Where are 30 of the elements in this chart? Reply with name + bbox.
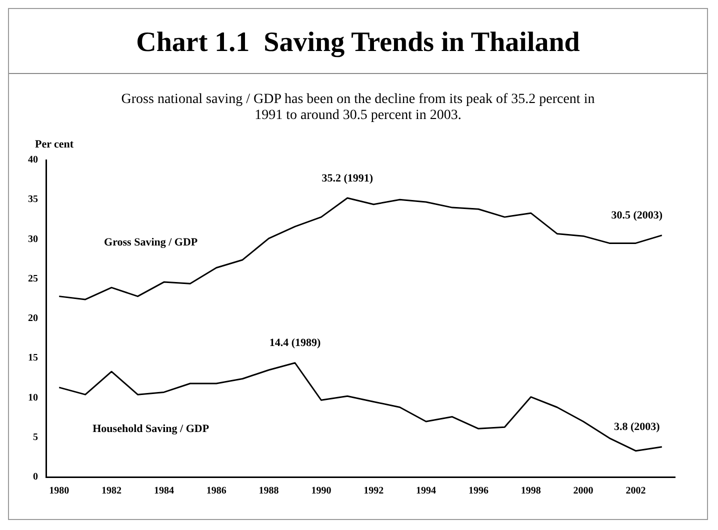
x-tick-label: 1994 bbox=[416, 486, 436, 497]
x-tick-label: 1986 bbox=[206, 486, 226, 497]
x-tick-label: 1990 bbox=[311, 486, 332, 497]
text: Household Saving / GDP bbox=[92, 422, 210, 435]
x-tick-label: 1998 bbox=[520, 486, 541, 497]
x-tick-label: 1980 bbox=[49, 486, 70, 497]
y-tick-label: 30 bbox=[28, 234, 38, 245]
y-tick-label: 35 bbox=[28, 194, 38, 206]
y-tick-label: 20 bbox=[28, 313, 38, 324]
y-tick-label: 0 bbox=[33, 472, 38, 483]
x-tick-label: 1992 bbox=[364, 486, 384, 497]
annotation: 14.4 (1989) bbox=[269, 337, 321, 350]
chart-title: Chart 1.1 Saving Trends in Thailand bbox=[135, 26, 581, 60]
x-tick-label: 1984 bbox=[154, 486, 174, 497]
text: Gross Saving / GDP bbox=[104, 236, 198, 249]
x-tick-label: 1988 bbox=[258, 486, 279, 497]
x-tick-label: 2002 bbox=[626, 486, 646, 497]
y-tick-label: 25 bbox=[28, 273, 38, 284]
y-axis-title: Per cent bbox=[35, 138, 74, 150]
y-tick-label: 10 bbox=[28, 392, 38, 404]
chart-subtitle: Gross national saving / GDP has been on the decline from its peak of 35.2 percent in 1991 to around 30.5 percent in 2003. bbox=[120, 91, 596, 124]
annotation: 35.2 (1991) bbox=[322, 172, 374, 184]
y-tick-label: 5 bbox=[33, 432, 38, 443]
annotation: 3.8 (2003) bbox=[614, 421, 660, 434]
x-tick-label: 1982 bbox=[102, 486, 122, 497]
annotation: 30.5 (2003) bbox=[611, 210, 663, 222]
x-tick-label: 2000 bbox=[573, 486, 594, 497]
y-tick-label: 40 bbox=[28, 154, 38, 166]
y-tick-label: 15 bbox=[28, 352, 38, 364]
x-tick-label: 1996 bbox=[468, 486, 488, 497]
